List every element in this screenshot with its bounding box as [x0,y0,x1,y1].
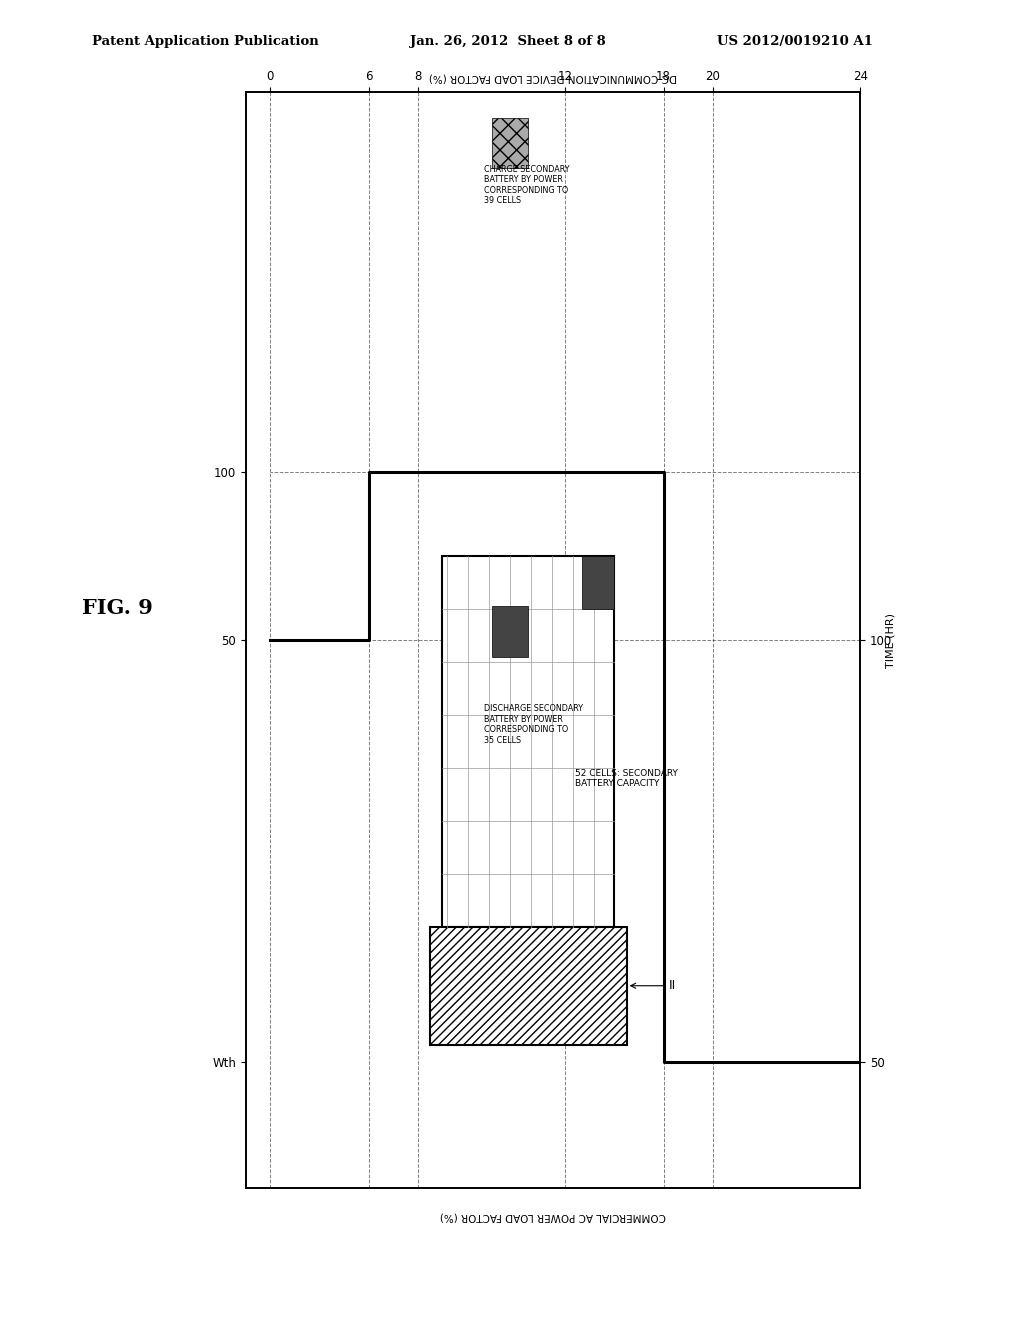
Text: DISCHARGE SECONDARY
BATTERY BY POWER
CORRESPONDING TO
35 CELLS: DISCHARGE SECONDARY BATTERY BY POWER COR… [484,705,583,744]
Bar [492,117,528,168]
Text: CHARGE SECONDARY
BATTERY BY POWER
CORRESPONDING TO
39 CELLS: CHARGE SECONDARY BATTERY BY POWER CORRES… [484,165,569,205]
Text: 52 CELLS: SECONDARY
BATTERY CAPACITY: 52 CELLS: SECONDARY BATTERY CAPACITY [575,768,678,788]
Text: TIME (HR): TIME (HR) [886,612,896,668]
Text: US 2012/0019210 A1: US 2012/0019210 A1 [717,34,872,48]
Bar [583,556,614,609]
Text: Jan. 26, 2012  Sheet 8 of 8: Jan. 26, 2012 Sheet 8 of 8 [410,34,605,48]
Text: FIG. 9: FIG. 9 [82,598,153,618]
Bar [430,927,627,1044]
Text: Patent Application Publication: Patent Application Publication [92,34,318,48]
Bar [442,556,614,927]
Text: COMMERCIAL AC POWER LOAD FACTOR (%): COMMERCIAL AC POWER LOAD FACTOR (%) [440,1210,666,1221]
Bar [492,606,528,657]
Text: DC COMMUNICATION DEVICE LOAD FACTOR (%): DC COMMUNICATION DEVICE LOAD FACTOR (%) [429,73,677,83]
Text: II: II [631,979,676,993]
